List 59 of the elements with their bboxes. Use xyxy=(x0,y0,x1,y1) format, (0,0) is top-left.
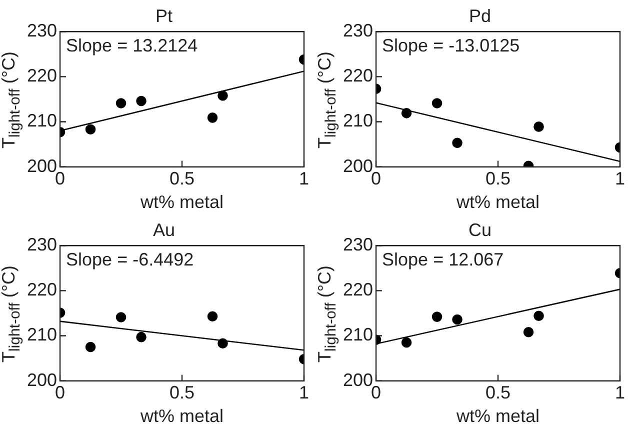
chart-title: Cu xyxy=(468,220,492,240)
point xyxy=(85,124,96,135)
y-tick-label: 200 xyxy=(26,156,58,176)
y-tick-label: 210 xyxy=(342,324,374,345)
y-tick-label: 230 xyxy=(342,234,374,255)
y-tick-label: 200 xyxy=(342,156,374,176)
x-tick-label: 1 xyxy=(298,168,310,189)
x-tick-label: 0 xyxy=(371,168,382,189)
x-axis-title: wt% metal xyxy=(456,192,540,212)
x-axis-title: wt% metal xyxy=(140,406,224,426)
x-tick-label: 0.5 xyxy=(486,168,511,189)
y-tick-label: 220 xyxy=(26,280,58,300)
x-axis-title: wt% metal xyxy=(456,406,540,426)
point xyxy=(534,310,544,322)
chart-title: Pd xyxy=(468,6,492,26)
x-tick-label: 0.5 xyxy=(170,382,195,403)
x-tick-label: 1 xyxy=(614,382,626,403)
annotation: Slope = -13.0125 xyxy=(382,36,520,56)
point xyxy=(432,312,442,322)
x-tick-label: 0 xyxy=(55,168,66,189)
y-tick-label: 220 xyxy=(342,280,374,300)
x-tick-label: 0 xyxy=(55,382,66,403)
x-tick-label: 1 xyxy=(614,168,626,189)
x-tick-label: 0 xyxy=(371,382,382,403)
y-tick-label: 200 xyxy=(26,370,58,390)
point xyxy=(452,314,462,325)
y-tick-label: 200 xyxy=(342,370,374,390)
point xyxy=(207,112,218,123)
y-tick-label: 230 xyxy=(26,20,58,41)
y-tick-label: 220 xyxy=(342,66,374,86)
point xyxy=(401,108,412,118)
y-tick-label: 230 xyxy=(26,234,58,255)
annotation: Slope = 13.2124 xyxy=(66,36,198,56)
point xyxy=(85,342,96,352)
chart-title: Pt xyxy=(155,6,173,26)
point xyxy=(432,98,442,108)
point xyxy=(218,90,228,101)
point xyxy=(116,312,126,322)
annotation: Slope = -6.4492 xyxy=(66,250,194,270)
point xyxy=(207,311,218,322)
point xyxy=(136,332,146,342)
annotation: Slope = 12.067 xyxy=(382,250,504,270)
point xyxy=(534,122,544,132)
point xyxy=(136,96,146,106)
y-tick-label: 230 xyxy=(342,20,374,41)
y-tick-label: 210 xyxy=(26,110,58,131)
point xyxy=(452,138,462,148)
point xyxy=(523,326,534,338)
x-tick-label: 1 xyxy=(298,382,310,403)
point xyxy=(116,98,126,108)
y-tick-label: 220 xyxy=(26,66,58,86)
x-axis-title: wt% metal xyxy=(140,192,224,212)
chart-title: Au xyxy=(152,220,176,240)
y-tick-label: 210 xyxy=(26,324,58,345)
point xyxy=(218,338,228,349)
point xyxy=(401,337,412,348)
x-tick-label: 0.5 xyxy=(170,168,195,189)
y-tick-label: 210 xyxy=(342,110,374,131)
x-tick-label: 0.5 xyxy=(486,382,511,403)
